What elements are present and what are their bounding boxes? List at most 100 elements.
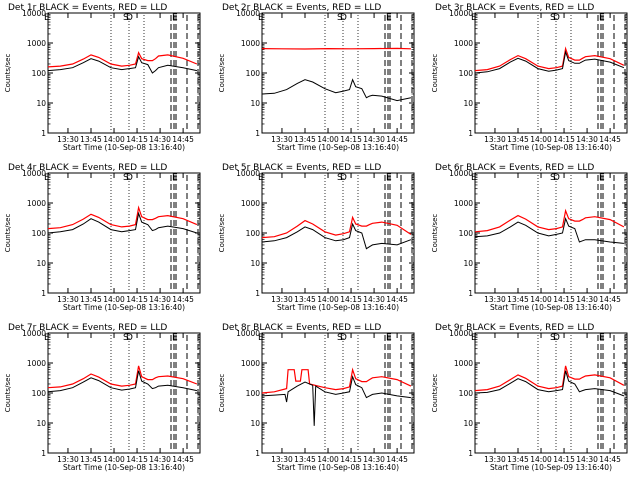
event-marker-label: D [553, 333, 560, 343]
x-axis-label: Start Time (10-Sep-08 13:16:40) [63, 143, 185, 152]
panel-title: Det 5r BLACK = Events, RED = LLD [222, 163, 381, 173]
series-line [261, 222, 412, 250]
x-tick-label: 13:30 [271, 455, 293, 464]
x-tick-label: 13:30 [271, 135, 293, 144]
y-axis-label: Counts/sec [218, 214, 226, 253]
event-marker-label: E [172, 333, 178, 343]
y-axis-label: Counts/sec [4, 54, 12, 93]
event-marker-label: E [44, 13, 50, 23]
series-line [47, 50, 198, 68]
x-tick-label: 14:30 [576, 135, 598, 144]
y-tick-label: 1000 [454, 359, 473, 368]
y-tick-label: 1000 [454, 199, 473, 208]
event-marker-label: D [126, 333, 133, 343]
series-line [47, 365, 198, 389]
event-marker-label: S [123, 333, 129, 343]
y-tick-label: 10 [250, 259, 260, 268]
y-tick-label: 100 [32, 229, 47, 238]
series-line [261, 215, 412, 239]
x-tick-label: 14:15 [340, 455, 362, 464]
event-marker-label: S [123, 13, 129, 23]
y-tick-label: 10000 [236, 329, 260, 338]
x-tick-label: 14:45 [172, 295, 194, 304]
panel-title: Det 4r BLACK = Events, RED = LLD [8, 163, 167, 173]
y-tick-label: 10000 [236, 169, 260, 178]
detector-panel: Det 5r BLACK = Events, RED = LLD 1 10 100 10… [218, 163, 415, 312]
x-axis-label: Start Time (10-Sep-08 13:16:40) [277, 463, 399, 472]
y-tick-label: 10000 [449, 329, 473, 338]
series-line [474, 370, 625, 397]
series-line [47, 55, 198, 74]
x-axis-label: Start Time (10-Sep-08 13:16:40) [277, 303, 399, 312]
x-tick-label: 13:45 [294, 135, 316, 144]
x-tick-label: 13:30 [484, 455, 506, 464]
y-tick-label: 1000 [27, 199, 46, 208]
x-tick-label: 13:45 [294, 295, 316, 304]
x-tick-label: 13:30 [484, 295, 506, 304]
y-tick-label: 1 [255, 129, 260, 138]
detector-panel: Det 6r BLACK = Events, RED = LLD 1 10 100 10… [431, 163, 628, 312]
y-tick-label: 100 [459, 229, 474, 238]
event-marker-label: E [471, 333, 477, 343]
x-axis-label: Start Time (10-Sep-08 13:16:40) [63, 303, 185, 312]
x-tick-label: 14:30 [363, 135, 385, 144]
panel-title: Det 2r BLACK = Events, RED = LLD [222, 3, 381, 13]
x-tick-label: 14:00 [317, 455, 339, 464]
y-tick-label: 1000 [27, 359, 46, 368]
y-axis-label: Counts/sec [218, 374, 226, 413]
event-marker-label: D [340, 333, 347, 343]
event-marker-label: D [126, 13, 133, 23]
event-marker-label: E [599, 333, 605, 343]
event-marker-label: S [550, 333, 556, 343]
y-tick-label: 1 [41, 129, 46, 138]
x-tick-label: 14:00 [103, 295, 125, 304]
event-marker-label: S [337, 13, 343, 23]
panel-title: Det 7r BLACK = Events, RED = LLD [8, 323, 167, 333]
y-tick-label: 100 [246, 69, 261, 78]
y-tick-label: 1 [468, 289, 473, 298]
detector-panel: Det 7r BLACK = Events, RED = LLD 1 10 100 10… [4, 323, 201, 472]
detector-panel: Det 4r BLACK = Events, RED = LLD 1 10 100 10… [4, 163, 201, 312]
x-tick-label: 14:00 [530, 135, 552, 144]
x-tick-label: 14:15 [126, 455, 148, 464]
x-tick-label: 14:45 [172, 455, 194, 464]
x-tick-label: 14:45 [599, 455, 621, 464]
plot-frame [261, 332, 415, 454]
event-marker-label: S [337, 333, 343, 343]
y-tick-label: 1 [468, 449, 473, 458]
series-line [474, 208, 625, 233]
y-axis-label: Counts/sec [431, 374, 439, 413]
x-tick-label: 13:45 [507, 455, 529, 464]
series-line [261, 367, 412, 394]
x-tick-label: 14:30 [576, 295, 598, 304]
event-marker-label: D [553, 13, 560, 23]
x-tick-label: 14:30 [363, 295, 385, 304]
plot-frame [47, 332, 201, 454]
x-tick-label: 14:00 [317, 135, 339, 144]
event-marker-label: E [44, 333, 50, 343]
x-tick-label: 13:45 [507, 295, 529, 304]
y-tick-label: 1 [468, 129, 473, 138]
plot-frame [261, 12, 415, 134]
y-tick-label: 1000 [241, 39, 260, 48]
series-line [261, 374, 411, 426]
y-tick-label: 100 [459, 69, 474, 78]
x-tick-label: 14:45 [172, 135, 194, 144]
event-marker-label: S [550, 13, 556, 23]
x-tick-label: 13:30 [57, 295, 79, 304]
x-tick-label: 14:15 [553, 455, 575, 464]
y-tick-label: 10 [250, 99, 260, 108]
event-marker-label: E [386, 173, 392, 183]
panel-title: Det 9r BLACK = Events, RED = LLD [435, 323, 594, 333]
x-tick-label: 13:30 [271, 295, 293, 304]
y-tick-label: 10000 [22, 169, 46, 178]
event-marker-label: E [471, 13, 477, 23]
x-tick-label: 13:30 [57, 135, 79, 144]
y-axis-label: Counts/sec [4, 374, 12, 413]
series-line [474, 365, 625, 392]
x-tick-label: 14:00 [530, 455, 552, 464]
event-marker-label: S [337, 173, 343, 183]
x-tick-label: 14:15 [340, 295, 362, 304]
x-tick-label: 14:30 [149, 295, 171, 304]
x-tick-label: 14:00 [530, 295, 552, 304]
